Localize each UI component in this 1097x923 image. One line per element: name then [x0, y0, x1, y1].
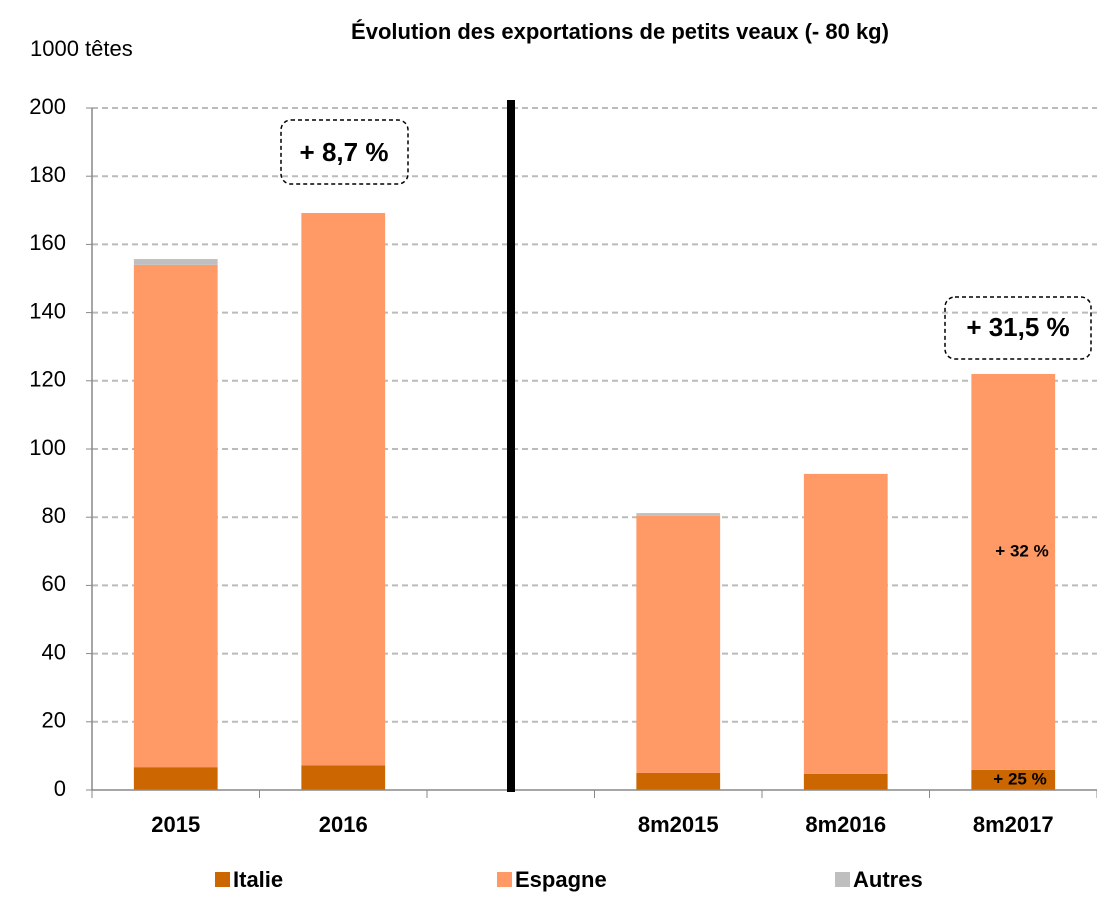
legend-label: Autres: [853, 867, 923, 892]
y-tick-label: 200: [29, 94, 66, 119]
x-tick-label: 8m2015: [638, 812, 719, 837]
y-tick-label: 0: [54, 776, 66, 801]
legend-swatch: [215, 872, 230, 887]
bar-segment: [133, 767, 218, 790]
y-tick-label: 20: [42, 708, 66, 733]
annotation-box: [944, 296, 1092, 360]
y-tick-label: 140: [29, 298, 66, 323]
y-tick-label: 40: [42, 639, 66, 664]
bar-segment: [636, 772, 721, 790]
y-tick-label: 80: [42, 503, 66, 528]
y-tick-label: 160: [29, 230, 66, 255]
bar-segment: [971, 373, 1056, 770]
bars: [133, 213, 1056, 790]
bar-segment: [971, 769, 1056, 790]
x-tick-label: 8m2017: [973, 812, 1054, 837]
legend-label: Espagne: [515, 867, 607, 892]
legend-swatch: [835, 872, 850, 887]
bar-segment: [636, 515, 721, 773]
y-tick-label: 60: [42, 571, 66, 596]
legend-label: Italie: [233, 867, 283, 892]
x-tick-label: 2016: [319, 812, 368, 837]
chart-title: Évolution des exportations de petits vea…: [351, 19, 889, 44]
annotation: + 32 %: [995, 541, 1048, 560]
y-axis-label: 1000 têtes: [30, 36, 133, 61]
grid: [86, 107, 1097, 798]
y-tick-label: 180: [29, 162, 66, 187]
bar-segment: [133, 264, 218, 768]
annotation: + 25 %: [993, 769, 1046, 788]
annotation: + 8,7 %: [300, 137, 389, 167]
bar-segment: [803, 773, 888, 790]
bar-segment: [301, 765, 386, 790]
bar-segment: [133, 259, 218, 265]
y-tick-label: 100: [29, 435, 66, 460]
y-tick-label: 120: [29, 367, 66, 392]
x-tick-label: 2015: [151, 812, 200, 837]
annotation: + 31,5 %: [966, 312, 1069, 342]
legend-swatch: [497, 872, 512, 887]
x-tick-label: 8m2016: [805, 812, 886, 837]
bar-segment: [301, 213, 386, 766]
bar-segment: [803, 473, 888, 774]
bar-segment: [636, 513, 721, 516]
legend: Italie Espagne Autres: [215, 867, 923, 892]
